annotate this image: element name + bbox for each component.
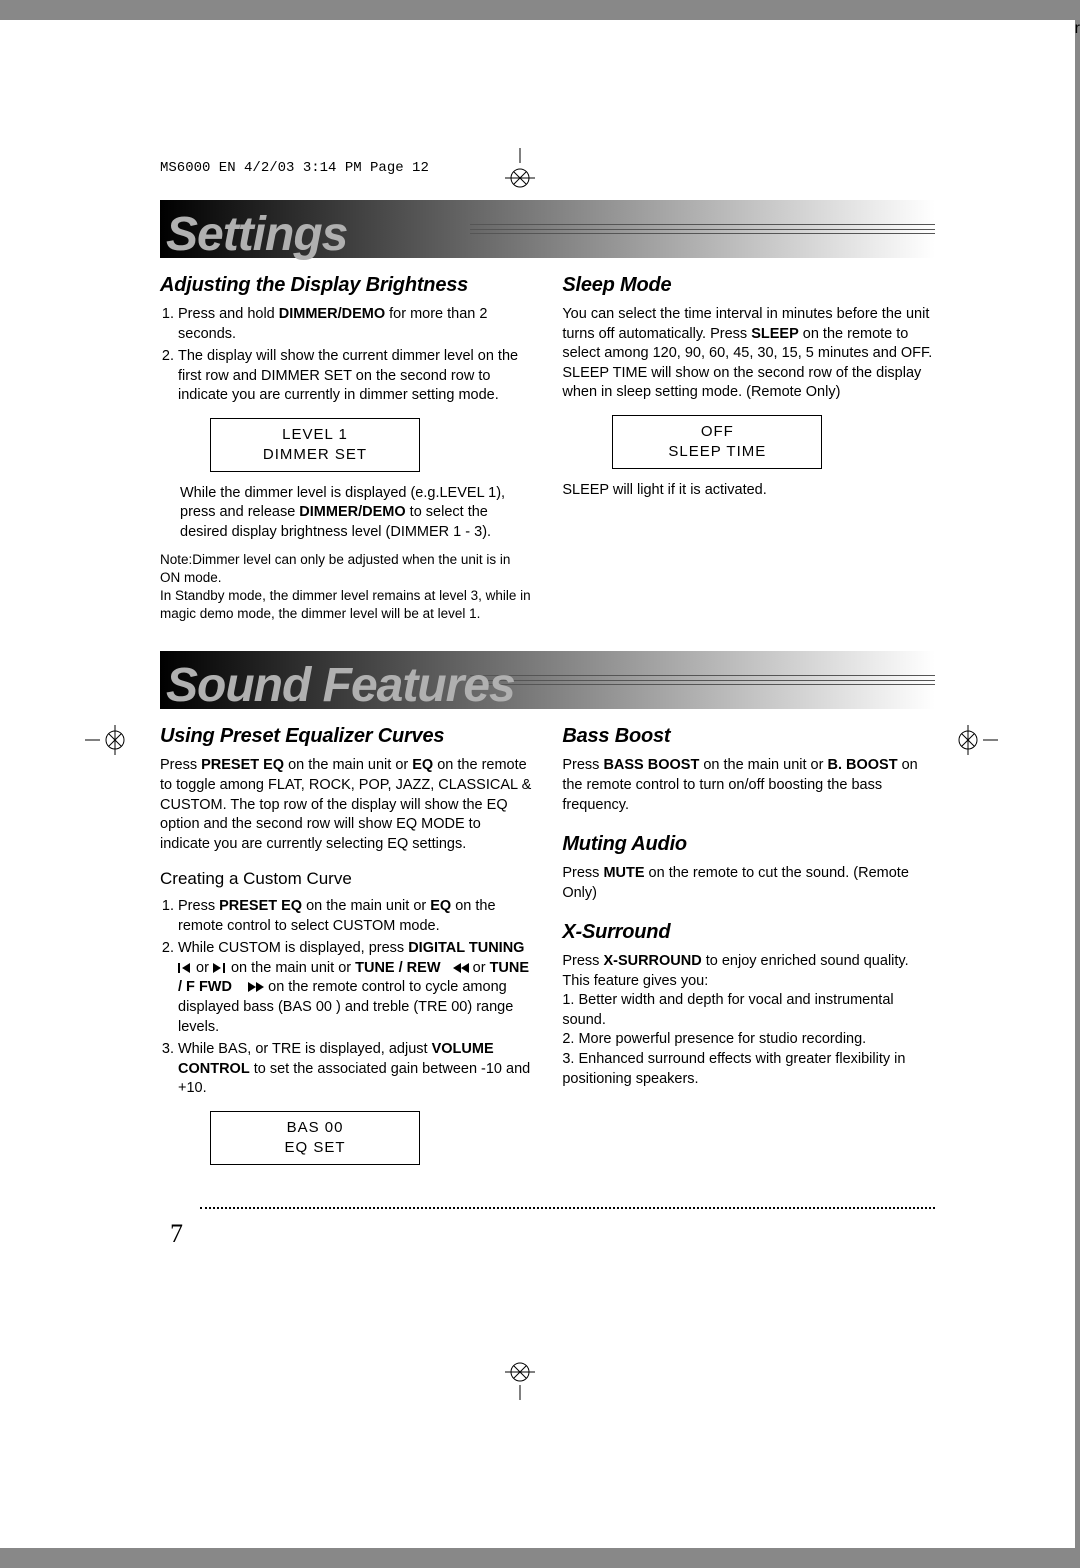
brightness-note: Note:Dimmer level can only be adjusted w…: [160, 551, 532, 624]
display-box-sleep: OFF SLEEP TIME: [612, 415, 822, 469]
xsur-line: 3. Enhanced surround effects with greate…: [562, 1050, 934, 1089]
settings-columns: Adjusting the Display Brightness Press a…: [160, 266, 935, 623]
heading-brightness: Adjusting the Display Brightness: [160, 272, 532, 299]
display-line: DIMMER SET: [263, 445, 367, 465]
mute-para: Press MUTE on the remote to cut the soun…: [562, 864, 934, 903]
section-title-text: Settings: [166, 207, 347, 262]
list-item: The display will show the current dimmer…: [178, 347, 532, 406]
manual-page: MS6000 EN 4/2/03 3:14 PM Page 12 Settin: [0, 20, 1075, 1548]
list-item: Press and hold DIMMER/DEMO for more than…: [178, 305, 532, 344]
page-number: 7: [160, 1219, 935, 1249]
rewind-icon: [453, 963, 469, 973]
display-line: EQ SET: [284, 1138, 345, 1158]
eq-para: Press PRESET EQ on the main unit or EQ o…: [160, 756, 532, 854]
heading-eq: Using Preset Equalizer Curves: [160, 723, 532, 750]
crop-mark-right: [938, 720, 998, 760]
subheading-custom-curve: Creating a Custom Curve: [160, 868, 532, 891]
sound-right-col: Bass Boost Press BASS BOOST on the main …: [562, 717, 934, 1176]
brightness-indent: While the dimmer level is displayed (e.g…: [160, 484, 532, 543]
display-line: OFF: [701, 422, 734, 442]
brightness-steps: Press and hold DIMMER/DEMO for more than…: [160, 305, 532, 406]
xsur-line: 2. More powerful presence for studio rec…: [562, 1030, 934, 1050]
list-item: Press PRESET EQ on the main unit or EQ o…: [178, 897, 532, 936]
list-item: While CUSTOM is displayed, press DIGITAL…: [178, 939, 532, 1037]
custom-curve-steps: Press PRESET EQ on the main unit or EQ o…: [160, 897, 532, 1099]
heading-bass: Bass Boost: [562, 723, 934, 750]
heading-sleep: Sleep Mode: [562, 272, 934, 299]
bass-para: Press BASS BOOST on the main unit or B. …: [562, 756, 934, 815]
display-line: BAS 00: [287, 1118, 344, 1138]
prev-track-icon: [178, 963, 192, 973]
sleep-para: You can select the time interval in minu…: [562, 305, 934, 403]
crop-mark-bottom: [490, 1360, 550, 1400]
heading-mute: Muting Audio: [562, 831, 934, 858]
xsur-line: 1. Better width and depth for vocal and …: [562, 991, 934, 1030]
display-box-eq: BAS 00 EQ SET: [210, 1111, 420, 1165]
display-box-dimmer: LEVEL 1 DIMMER SET: [210, 418, 420, 472]
sound-left-col: Using Preset Equalizer Curves Press PRES…: [160, 717, 532, 1176]
xsur-para: Press X-SURROUND to enjoy enriched sound…: [562, 952, 934, 991]
sound-columns: Using Preset Equalizer Curves Press PRES…: [160, 717, 935, 1176]
list-item: While BAS, or TRE is displayed, adjust V…: [178, 1040, 532, 1099]
sleep-after: SLEEP will light if it is activated.: [562, 481, 934, 501]
section-title-sound: Sound Features: [160, 651, 935, 709]
settings-left-col: Adjusting the Display Brightness Press a…: [160, 266, 532, 623]
fast-forward-icon: [248, 982, 264, 992]
display-line: LEVEL 1: [282, 425, 348, 445]
heading-xsurround: X-Surround: [562, 919, 934, 946]
display-line: SLEEP TIME: [668, 442, 766, 462]
crop-mark-left: [85, 720, 145, 760]
crop-mark-top: [490, 148, 550, 188]
settings-right-col: Sleep Mode You can select the time inter…: [562, 266, 934, 623]
dotted-separator: [200, 1207, 935, 1209]
print-header: MS6000 EN 4/2/03 3:14 PM Page 12: [160, 160, 429, 176]
section-title-text: Sound Features: [166, 658, 515, 713]
section-title-settings: Settings: [160, 200, 935, 258]
next-track-icon: [213, 963, 227, 973]
